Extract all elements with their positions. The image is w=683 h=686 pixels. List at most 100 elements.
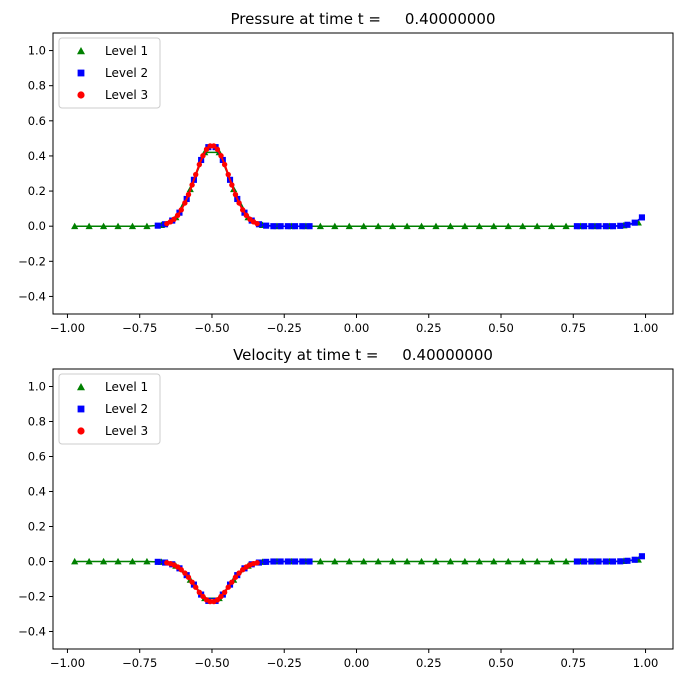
data-point bbox=[284, 223, 291, 230]
legend-marker bbox=[77, 69, 85, 77]
data-point bbox=[609, 558, 617, 565]
data-point bbox=[239, 207, 246, 213]
data-point bbox=[573, 558, 580, 565]
data-point bbox=[243, 212, 249, 218]
data-point bbox=[624, 221, 631, 228]
x-tick-label: 0.50 bbox=[488, 656, 514, 670]
data-point bbox=[203, 146, 210, 152]
data-point bbox=[254, 220, 260, 227]
subplot-1: Pressure at time t = 0.40000000 −1.00 −0.7… bbox=[18, 10, 674, 335]
data-point bbox=[154, 222, 161, 229]
data-point bbox=[581, 223, 588, 230]
y-tick-label: 0.8 bbox=[28, 79, 46, 93]
data-point bbox=[189, 579, 195, 585]
data-point bbox=[588, 558, 595, 565]
y-tick-label: −0.2 bbox=[18, 590, 46, 604]
series-level-2 bbox=[154, 144, 645, 230]
data-point bbox=[196, 589, 203, 595]
y-tick-label: 0.8 bbox=[28, 415, 46, 429]
x-tick-label: 0.50 bbox=[488, 321, 514, 335]
data-point bbox=[461, 222, 469, 230]
x-tick-label: 1.00 bbox=[633, 656, 659, 670]
subplot-2: Velocity at time t = 0.40000000 −1.00 −0.7… bbox=[18, 346, 674, 670]
data-point bbox=[595, 558, 602, 565]
legend-label: Level 1 bbox=[105, 44, 148, 58]
data-point bbox=[189, 182, 195, 188]
data-point bbox=[185, 574, 192, 580]
data-point bbox=[461, 557, 469, 565]
data-point bbox=[533, 222, 541, 230]
x-tick-label: 0.25 bbox=[416, 321, 442, 335]
y-tick-label: −0.4 bbox=[18, 625, 46, 639]
data-point bbox=[292, 223, 299, 230]
series-line bbox=[74, 151, 639, 227]
data-point bbox=[389, 222, 397, 230]
data-point bbox=[299, 223, 306, 230]
series-level-3 bbox=[164, 560, 260, 605]
data-point bbox=[229, 182, 235, 188]
x-tick-label: 0.00 bbox=[344, 321, 370, 335]
legend-marker bbox=[77, 91, 85, 99]
data-point bbox=[143, 557, 151, 565]
x-tick-label: −0.75 bbox=[122, 656, 157, 670]
data-point bbox=[229, 579, 235, 585]
data-point bbox=[99, 222, 108, 230]
data-point bbox=[71, 222, 79, 230]
chart-title: Pressure at time t = 0.40000000 bbox=[230, 10, 495, 28]
data-point bbox=[316, 557, 324, 565]
data-point bbox=[624, 557, 631, 564]
data-point bbox=[218, 593, 224, 600]
legend-frame bbox=[58, 37, 161, 109]
data-point bbox=[263, 222, 270, 229]
data-point bbox=[360, 557, 368, 565]
data-point bbox=[581, 558, 588, 565]
data-point bbox=[403, 557, 411, 565]
data-point bbox=[211, 143, 217, 149]
data-point bbox=[602, 558, 609, 565]
data-point bbox=[562, 222, 570, 230]
data-point bbox=[519, 557, 527, 565]
data-point bbox=[263, 558, 270, 565]
data-point bbox=[114, 222, 122, 230]
data-point bbox=[609, 223, 617, 230]
data-point bbox=[548, 222, 556, 230]
legend: Level 1 Level 2 Level 3 bbox=[58, 37, 161, 109]
legend-frame bbox=[58, 373, 161, 445]
data-point bbox=[490, 222, 498, 230]
series-line bbox=[157, 555, 643, 602]
data-point bbox=[200, 593, 206, 600]
x-tick-label: −1.00 bbox=[50, 656, 85, 670]
y-tick-label: −0.4 bbox=[18, 289, 46, 303]
data-point bbox=[143, 222, 151, 230]
data-point bbox=[277, 223, 284, 230]
x-tick-label: 0.75 bbox=[560, 656, 586, 670]
x-tick-label: −0.75 bbox=[122, 321, 157, 335]
data-point bbox=[475, 557, 483, 565]
legend-label: Level 3 bbox=[105, 88, 148, 102]
data-point bbox=[504, 557, 512, 565]
data-point bbox=[475, 222, 483, 230]
series-level-1 bbox=[71, 148, 642, 230]
legend-marker bbox=[77, 405, 85, 413]
data-point bbox=[85, 222, 93, 230]
data-point bbox=[562, 557, 570, 565]
data-point bbox=[182, 200, 188, 206]
data-point bbox=[284, 558, 291, 565]
data-point bbox=[360, 222, 368, 230]
legend-label: Level 1 bbox=[105, 380, 148, 394]
data-point bbox=[225, 171, 231, 178]
data-point bbox=[71, 557, 79, 565]
x-tick-label: 0.25 bbox=[416, 656, 442, 670]
legend-marker bbox=[77, 47, 85, 55]
data-point bbox=[277, 558, 284, 565]
data-point bbox=[221, 589, 228, 595]
data-point bbox=[306, 223, 313, 230]
x-tick-label: −1.00 bbox=[50, 321, 85, 335]
data-point bbox=[128, 222, 137, 230]
data-point bbox=[432, 557, 440, 565]
data-point bbox=[417, 222, 426, 230]
data-point bbox=[638, 214, 645, 221]
data-point bbox=[331, 557, 339, 565]
data-point bbox=[154, 558, 161, 565]
data-point bbox=[232, 574, 239, 580]
